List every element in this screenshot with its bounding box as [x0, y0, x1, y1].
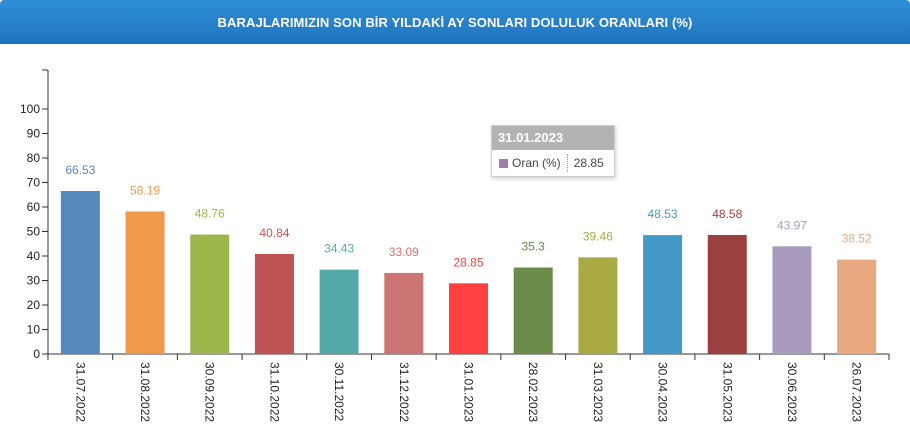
x-tick-label: 31.03.2023: [591, 362, 605, 422]
bar: [60, 191, 100, 354]
bar: [319, 269, 359, 354]
x-tick-label: 28.02.2023: [526, 362, 540, 422]
data-label: 66.53: [65, 163, 95, 177]
tooltip-value: 28.85: [573, 156, 604, 170]
bar: [578, 257, 618, 354]
data-label: 48.76: [195, 207, 225, 221]
x-tick-label: 30.06.2023: [785, 362, 799, 422]
data-label: 48.53: [648, 207, 678, 221]
tooltip-date: 31.01.2023: [492, 126, 614, 150]
x-tick-label: 26.07.2023: [850, 362, 864, 422]
bar: [254, 253, 294, 354]
x-tick-label: 31.12.2022: [397, 362, 411, 422]
bar: [707, 234, 747, 354]
y-tick-label: 40: [27, 249, 41, 263]
y-tick-label: 30: [27, 274, 41, 288]
data-label: 58.19: [130, 183, 160, 197]
bar: [449, 283, 488, 354]
x-tick-label: 31.10.2022: [267, 362, 281, 422]
x-tick-label: 30.09.2022: [203, 362, 217, 422]
chart-tooltip: 31.01.2023 Oran (%) 28.85: [491, 125, 615, 177]
x-tick-label: 31.05.2023: [720, 362, 734, 422]
bar: [190, 234, 230, 354]
y-tick-label: 80: [27, 151, 41, 165]
tooltip-series-label: Oran (%): [512, 154, 568, 172]
x-tick-label: 31.07.2022: [73, 362, 87, 422]
y-tick-label: 60: [27, 200, 41, 214]
chart-title-bar: BARAJLARIMIZIN SON BİR YILDAKİ AY SONLAR…: [0, 0, 910, 44]
data-label: 39.46: [583, 229, 613, 243]
data-label: 43.97: [777, 218, 807, 232]
data-label: 40.84: [259, 226, 289, 240]
bar: [772, 246, 812, 354]
y-tick-label: 50: [27, 225, 41, 239]
data-label: 28.85: [453, 255, 483, 269]
x-tick-label: 31.01.2023: [462, 362, 476, 422]
data-label: 33.09: [389, 245, 419, 259]
bar-chart: 0 10 20 30 40 50 60 70 80 90 100 66.53 31.07.2022 58.…: [20, 69, 890, 422]
bar: [643, 235, 683, 354]
data-label: 34.43: [324, 242, 354, 256]
x-tick-label: 31.08.2022: [138, 362, 152, 422]
y-tick-label: 0: [33, 347, 40, 361]
y-tick-label: 100: [20, 102, 40, 116]
bar: [513, 267, 553, 354]
chart-area: 0 10 20 30 40 50 60 70 80 90 100 66.53 31.07.2022 58.…: [0, 44, 910, 440]
y-tick-label: 20: [27, 298, 41, 312]
x-tick-label: 30.11.2022: [332, 362, 346, 421]
bar: [837, 259, 877, 354]
data-label: 38.52: [842, 232, 872, 246]
bar: [125, 211, 165, 354]
x-tick-label: 30.04.2023: [656, 362, 670, 422]
tooltip-row: Oran (%) 28.85: [492, 150, 614, 176]
y-tick-label: 70: [27, 176, 41, 190]
data-label: 48.58: [712, 207, 742, 221]
chart-title: BARAJLARIMIZIN SON BİR YILDAKİ AY SONLAR…: [217, 14, 693, 30]
y-tick-label: 90: [27, 127, 41, 141]
legend-swatch-icon: [499, 158, 508, 168]
data-label: 35.3: [522, 240, 546, 254]
bar: [384, 272, 424, 354]
y-tick-label: 10: [27, 323, 41, 337]
